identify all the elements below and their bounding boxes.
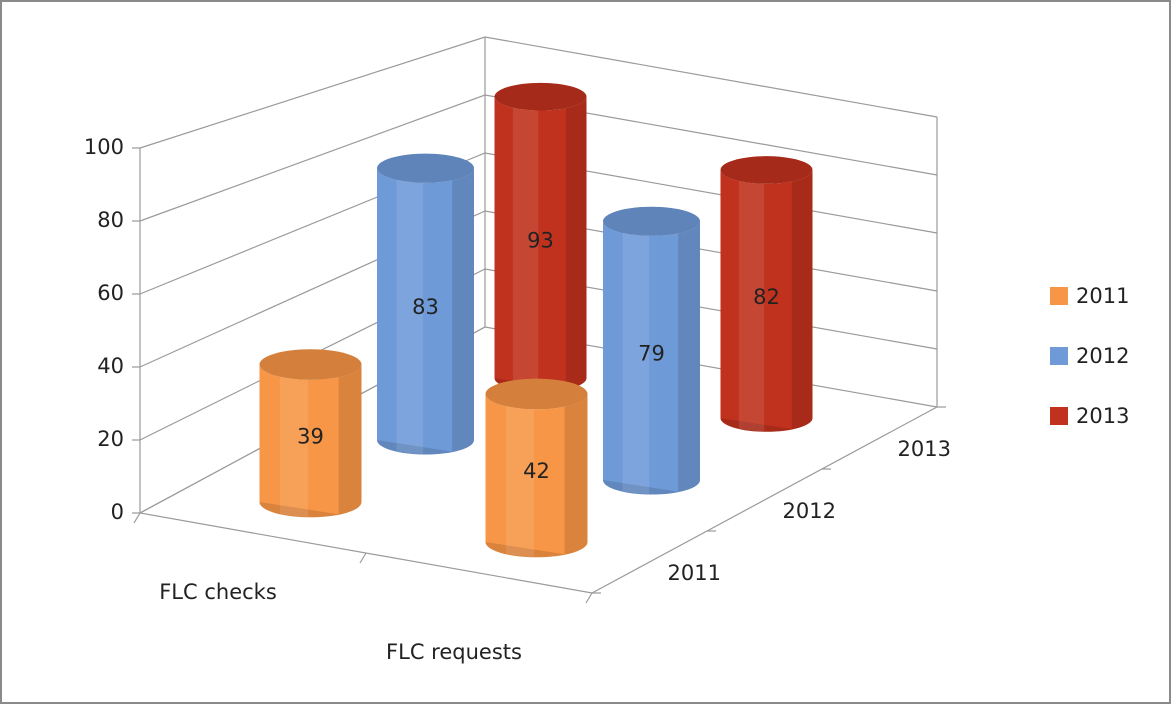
legend-label: 2012 xyxy=(1076,344,1129,368)
cylinder-shade xyxy=(494,96,587,392)
data-label: 39 xyxy=(297,424,324,448)
cylinder-top xyxy=(259,349,362,380)
data-label: 93 xyxy=(527,228,554,252)
cylinder-shade xyxy=(485,393,588,558)
cylinder-shade xyxy=(720,169,813,432)
cylinder-top xyxy=(494,82,587,111)
cylinder-top-shade xyxy=(603,206,700,236)
data-label: 83 xyxy=(412,295,439,319)
x-tick-label: FLC checks xyxy=(159,580,277,604)
cylinder-top-shade xyxy=(485,378,588,410)
y-tick-label: 100 xyxy=(84,135,124,159)
cylinder-shade xyxy=(377,168,474,455)
legend-label: 2011 xyxy=(1076,284,1129,308)
x-tick xyxy=(585,592,593,604)
cylinder-top xyxy=(377,153,474,183)
cylinder-light xyxy=(738,169,765,432)
cylinder xyxy=(485,393,588,558)
cylinder xyxy=(377,168,474,455)
x-tick-label: FLC requests xyxy=(386,640,522,664)
y-tick-label: 60 xyxy=(97,281,124,305)
y-tick-label: 80 xyxy=(97,208,124,232)
data-label: 82 xyxy=(753,285,780,309)
cylinder xyxy=(720,169,813,432)
cylinder-top xyxy=(720,156,813,184)
y-tick-label: 40 xyxy=(97,354,124,378)
cylinder-light xyxy=(279,364,308,518)
cylinder-top-shade xyxy=(377,153,474,183)
cylinder-light xyxy=(505,393,534,558)
z-tick-label: 2012 xyxy=(783,499,836,523)
cylinder-top-shade xyxy=(720,156,813,184)
z-tick-label: 2013 xyxy=(898,437,951,461)
z-tick-label: 2011 xyxy=(668,561,721,585)
cylinder xyxy=(494,96,587,392)
y-tick-label: 20 xyxy=(97,427,124,451)
cylinder-shade xyxy=(259,364,362,518)
legend-swatch xyxy=(1050,287,1068,305)
x-tick xyxy=(133,512,141,524)
y-tick-label: 0 xyxy=(111,500,124,524)
cylinder-top-shade xyxy=(494,82,587,111)
legend-swatch xyxy=(1050,407,1068,425)
cylinder xyxy=(603,221,700,495)
cylinder-light xyxy=(396,168,424,455)
legend-swatch xyxy=(1050,347,1068,365)
data-label: 42 xyxy=(523,459,550,483)
cylinder-top xyxy=(485,378,588,410)
cylinder-light xyxy=(622,221,650,495)
cylinder-shade xyxy=(603,221,700,495)
legend-label: 2013 xyxy=(1076,404,1129,428)
cylinder-top-shade xyxy=(259,349,362,380)
cylinder xyxy=(259,364,362,518)
x-tick xyxy=(359,552,367,564)
cylinder-top xyxy=(603,206,700,236)
data-label: 79 xyxy=(638,342,665,366)
cylinder-light xyxy=(512,96,539,392)
